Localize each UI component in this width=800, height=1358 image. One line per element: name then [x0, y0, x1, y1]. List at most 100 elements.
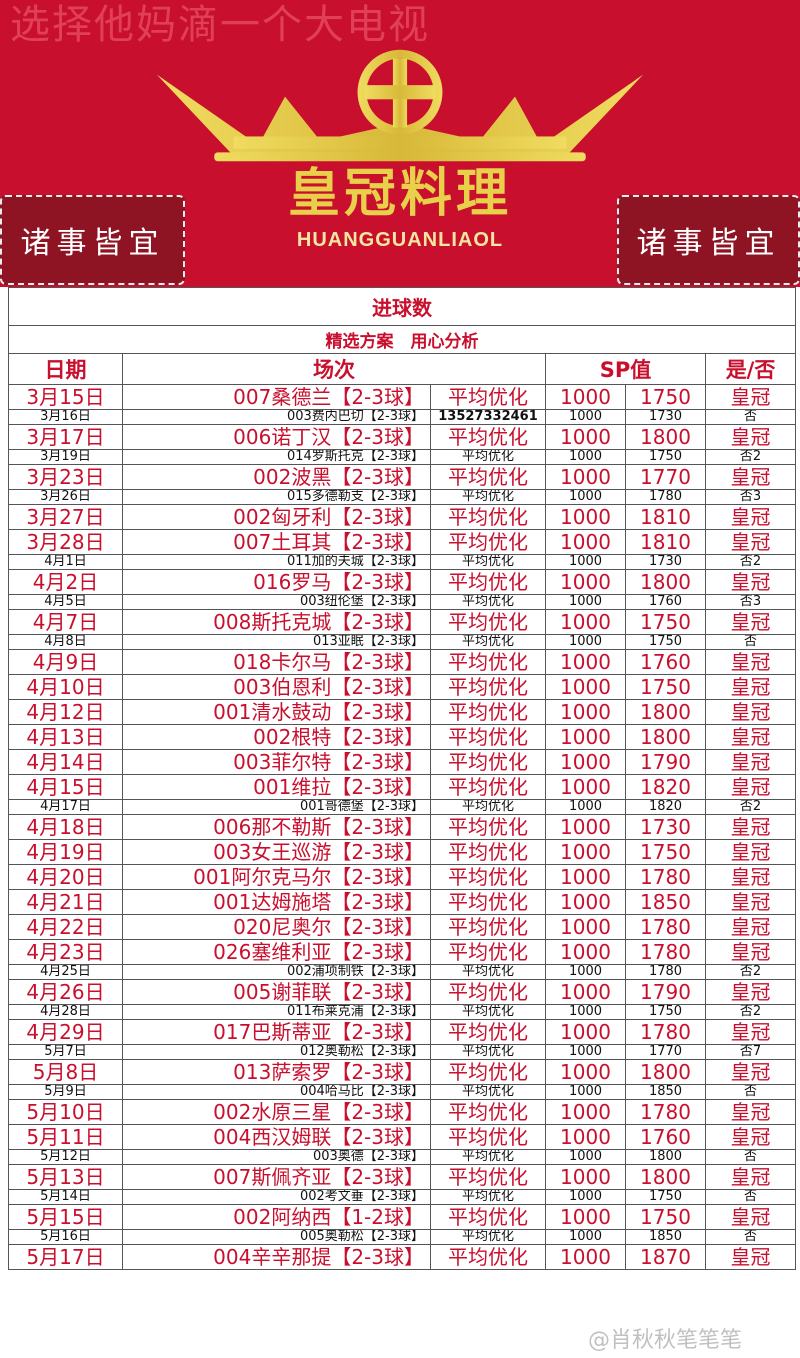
cell-result: 否 — [704, 409, 797, 425]
cell-sp1: 1000 — [545, 649, 626, 675]
cell-result: 皇冠 — [704, 1019, 797, 1045]
cell-result: 皇冠 — [704, 1244, 797, 1270]
results-table: 进球数 精选方案 用心分析 日期 场次 SP值 是/否 3月15日 007桑德兰【… — [7, 287, 797, 1270]
cell-sp1: 1000 — [545, 1099, 626, 1125]
cell-result: 皇冠 — [704, 939, 797, 965]
table-row: 4月25日 002浦项制铁【2-3球】 平均优化 1000 1780 否2 — [8, 964, 797, 980]
cell-match: 008斯托克城【2-3球】 — [122, 609, 431, 635]
cell-sp1: 1000 — [545, 774, 626, 800]
cell-sp2: 1780 — [625, 914, 706, 940]
cell-type: 平均优化 — [430, 674, 546, 700]
cell-sp1: 1000 — [545, 1164, 626, 1190]
cell-date: 3月19日 — [8, 449, 123, 465]
cell-date: 4月7日 — [8, 609, 123, 635]
table-row: 4月22日 020尼奥尔【2-3球】 平均优化 1000 1780 皇冠 — [8, 914, 797, 940]
cell-result: 皇冠 — [704, 979, 797, 1005]
table-row: 5月16日 005奥勒松【2-3球】 平均优化 1000 1850 否 — [8, 1229, 797, 1245]
cell-sp1: 1000 — [545, 529, 626, 555]
cell-date: 4月9日 — [8, 649, 123, 675]
cell-result: 皇冠 — [704, 504, 797, 530]
table-row: 4月1日 011加的夫城【2-3球】 平均优化 1000 1730 否2 — [8, 554, 797, 570]
header-result: 是/否 — [704, 353, 797, 385]
table-row: 5月10日 002水原三星【2-3球】 平均优化 1000 1780 皇冠 — [8, 1099, 797, 1125]
cell-result: 否2 — [704, 554, 797, 570]
cell-sp2: 1800 — [625, 724, 706, 750]
cell-type: 平均优化 — [430, 1244, 546, 1270]
cell-date: 4月17日 — [8, 799, 123, 815]
cell-match: 001哥德堡【2-3球】 — [122, 799, 431, 815]
cell-type: 平均优化 — [430, 634, 546, 650]
cell-type: 平均优化 — [430, 554, 546, 570]
cell-date: 4月2日 — [8, 569, 123, 595]
cell-sp2: 1750 — [625, 1004, 706, 1020]
table-row: 4月9日 018卡尔马【2-3球】 平均优化 1000 1760 皇冠 — [8, 649, 797, 675]
cell-type: 平均优化 — [430, 1164, 546, 1190]
cell-sp1: 1000 — [545, 569, 626, 595]
cell-type: 平均优化 — [430, 464, 546, 490]
table-row: 3月15日 007桑德兰【2-3球】 平均优化 1000 1750 皇冠 — [8, 384, 797, 410]
cell-type: 平均优化 — [430, 914, 546, 940]
cell-result: 否 — [704, 1189, 797, 1205]
cell-date: 5月14日 — [8, 1189, 123, 1205]
cell-date: 5月13日 — [8, 1164, 123, 1190]
side-label-left: 诸事皆宜 — [0, 195, 185, 285]
cell-date: 4月18日 — [8, 814, 123, 840]
cell-sp2: 1800 — [625, 424, 706, 450]
table-row: 4月28日 011布莱克浦【2-3球】 平均优化 1000 1750 否2 — [8, 1004, 797, 1020]
cell-result: 皇冠 — [704, 1204, 797, 1230]
cell-sp1: 1000 — [545, 1124, 626, 1150]
cell-result: 皇冠 — [704, 724, 797, 750]
cell-date: 5月12日 — [8, 1149, 123, 1165]
cell-sp2: 1780 — [625, 489, 706, 505]
cell-type: 平均优化 — [430, 1149, 546, 1165]
cell-sp2: 1850 — [625, 1084, 706, 1100]
cell-date: 3月16日 — [8, 409, 123, 425]
table-row: 3月19日 014罗斯托克【2-3球】 平均优化 1000 1750 否2 — [8, 449, 797, 465]
table-row: 5月7日 012奥勒松【2-3球】 平均优化 1000 1770 否7 — [8, 1044, 797, 1060]
table-row: 3月16日 003费内巴切【2-3球】 13527332461 1000 1730 否 — [8, 409, 797, 425]
cell-type: 平均优化 — [430, 449, 546, 465]
cell-type: 平均优化 — [430, 1124, 546, 1150]
table-row: 4月17日 001哥德堡【2-3球】 平均优化 1000 1820 否2 — [8, 799, 797, 815]
cell-sp1: 1000 — [545, 464, 626, 490]
cell-type: 平均优化 — [430, 594, 546, 610]
cell-sp2: 1800 — [625, 1164, 706, 1190]
cell-date: 4月5日 — [8, 594, 123, 610]
table-row: 4月13日 002根特【2-3球】 平均优化 1000 1800 皇冠 — [8, 724, 797, 750]
cell-date: 4月8日 — [8, 634, 123, 650]
cell-type: 平均优化 — [430, 1004, 546, 1020]
table-row: 3月28日 007土耳其【2-3球】 平均优化 1000 1810 皇冠 — [8, 529, 797, 555]
cell-sp1: 1000 — [545, 724, 626, 750]
cell-sp1: 1000 — [545, 814, 626, 840]
table-row: 5月13日 007斯佩齐亚【2-3球】 平均优化 1000 1800 皇冠 — [8, 1164, 797, 1190]
cell-type: 平均优化 — [430, 609, 546, 635]
cell-type: 平均优化 — [430, 424, 546, 450]
cell-match: 007土耳其【2-3球】 — [122, 529, 431, 555]
cell-match: 004哈马比【2-3球】 — [122, 1084, 431, 1100]
cell-type: 平均优化 — [430, 1204, 546, 1230]
cell-sp2: 1750 — [625, 1204, 706, 1230]
header-sp: SP值 — [545, 353, 706, 385]
table-row: 3月23日 002波黑【2-3球】 平均优化 1000 1770 皇冠 — [8, 464, 797, 490]
cell-date: 4月1日 — [8, 554, 123, 570]
cell-result: 皇冠 — [704, 814, 797, 840]
cell-sp2: 1730 — [625, 554, 706, 570]
cell-sp1: 1000 — [545, 1044, 626, 1060]
cell-match: 011布莱克浦【2-3球】 — [122, 1004, 431, 1020]
cell-match: 013萨索罗【2-3球】 — [122, 1059, 431, 1085]
cell-sp2: 1800 — [625, 1059, 706, 1085]
table-row: 5月17日 004辛辛那提【2-3球】 平均优化 1000 1870 皇冠 — [8, 1244, 797, 1270]
header-match: 场次 — [122, 353, 546, 385]
cell-sp1: 1000 — [545, 939, 626, 965]
cell-type: 平均优化 — [430, 864, 546, 890]
cell-result: 否2 — [704, 1004, 797, 1020]
cell-sp1: 1000 — [545, 864, 626, 890]
cell-sp2: 1780 — [625, 964, 706, 980]
cell-result: 否7 — [704, 1044, 797, 1060]
cell-date: 4月23日 — [8, 939, 123, 965]
cell-sp1: 1000 — [545, 1204, 626, 1230]
cell-type: 平均优化 — [430, 889, 546, 915]
cell-sp2: 1780 — [625, 864, 706, 890]
cell-date: 4月15日 — [8, 774, 123, 800]
cell-date: 4月25日 — [8, 964, 123, 980]
